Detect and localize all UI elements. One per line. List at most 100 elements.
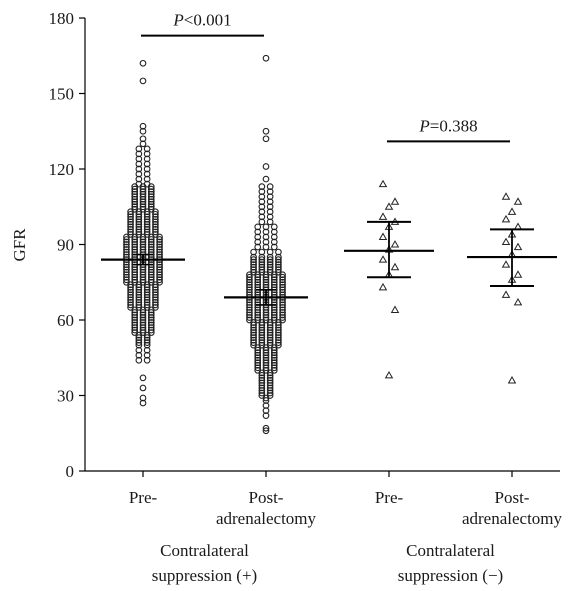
data-point xyxy=(270,306,278,314)
data-point xyxy=(262,427,270,435)
data-point xyxy=(143,226,151,233)
data-point xyxy=(266,369,274,377)
data-point xyxy=(139,77,147,85)
data-point xyxy=(390,262,400,271)
data-point xyxy=(258,331,266,339)
data-point xyxy=(147,326,155,334)
data-point xyxy=(262,359,270,367)
data-point xyxy=(266,324,274,331)
data-point xyxy=(258,329,266,336)
data-point xyxy=(378,255,388,263)
data-point xyxy=(143,301,151,309)
data-point xyxy=(266,326,274,334)
data-point xyxy=(513,242,523,251)
data-point xyxy=(135,160,143,168)
data-point xyxy=(143,341,151,349)
data-point xyxy=(384,202,394,210)
data-point xyxy=(390,197,400,205)
data-point xyxy=(139,321,147,329)
data-point xyxy=(147,271,155,279)
data-point xyxy=(147,185,155,193)
data-point xyxy=(266,188,274,195)
data-point xyxy=(135,175,143,183)
data-point xyxy=(250,321,257,329)
data-point xyxy=(152,301,159,309)
data-point xyxy=(135,208,143,216)
data-point xyxy=(246,283,253,291)
data-point xyxy=(131,195,139,203)
data-point xyxy=(270,238,278,246)
data-point xyxy=(147,203,155,211)
data-point xyxy=(152,221,159,228)
p-letter: P xyxy=(172,11,183,30)
data-point xyxy=(275,256,282,263)
data-point xyxy=(127,294,134,301)
data-point xyxy=(143,223,151,231)
data-point xyxy=(131,200,139,208)
data-point xyxy=(156,243,163,251)
data-point xyxy=(270,346,278,354)
data-point xyxy=(131,276,139,284)
data-point xyxy=(127,226,134,233)
data-point xyxy=(507,207,517,215)
data-point xyxy=(279,314,286,321)
data-point xyxy=(254,354,262,362)
data-point xyxy=(246,276,253,284)
data-point xyxy=(258,389,266,397)
data-point xyxy=(254,361,262,369)
data-point xyxy=(258,372,266,379)
data-point xyxy=(143,160,151,168)
data-point xyxy=(246,311,253,319)
data-point xyxy=(266,382,274,389)
data-point xyxy=(254,233,262,241)
data-point xyxy=(258,198,266,206)
data-point xyxy=(270,356,278,364)
data-point xyxy=(143,165,151,173)
data-point xyxy=(139,266,147,274)
data-point xyxy=(143,351,151,359)
data-point xyxy=(501,237,511,246)
data-point xyxy=(262,394,270,402)
data-point xyxy=(270,278,278,286)
data-point xyxy=(127,210,134,218)
data-point xyxy=(131,326,139,334)
data-point xyxy=(262,271,270,279)
data-point xyxy=(143,170,151,178)
data-point xyxy=(135,221,143,228)
data-point xyxy=(152,215,159,223)
data-point xyxy=(147,233,155,241)
data-point xyxy=(262,314,270,321)
data-point xyxy=(254,344,262,352)
p-value-label: P=0.388 xyxy=(418,116,477,135)
data-point xyxy=(143,150,151,158)
data-point xyxy=(258,384,266,392)
data-point xyxy=(258,319,266,326)
data-point xyxy=(156,271,163,279)
data-point xyxy=(279,311,286,319)
data-point xyxy=(139,190,147,198)
data-point xyxy=(258,258,266,266)
data-point xyxy=(143,334,151,341)
data-point xyxy=(266,218,274,226)
data-point xyxy=(275,324,282,331)
data-point xyxy=(147,200,155,208)
data-point xyxy=(275,248,282,256)
data-point xyxy=(266,213,274,221)
data-point xyxy=(156,236,163,243)
data-point xyxy=(266,387,274,394)
data-point xyxy=(147,238,155,246)
data-point xyxy=(131,238,139,246)
data-point xyxy=(258,387,266,394)
data-point xyxy=(131,314,139,321)
data-point xyxy=(279,283,286,291)
data-point xyxy=(147,321,155,329)
data-point xyxy=(135,291,143,299)
data-point xyxy=(246,286,253,294)
data-point xyxy=(139,273,147,281)
data-point xyxy=(139,399,147,407)
data-point xyxy=(123,251,130,258)
x-tick-label: adrenalectomy xyxy=(216,509,317,528)
data-point xyxy=(258,253,266,261)
x-tick-label: Post- xyxy=(495,488,530,507)
data-point xyxy=(275,326,282,334)
